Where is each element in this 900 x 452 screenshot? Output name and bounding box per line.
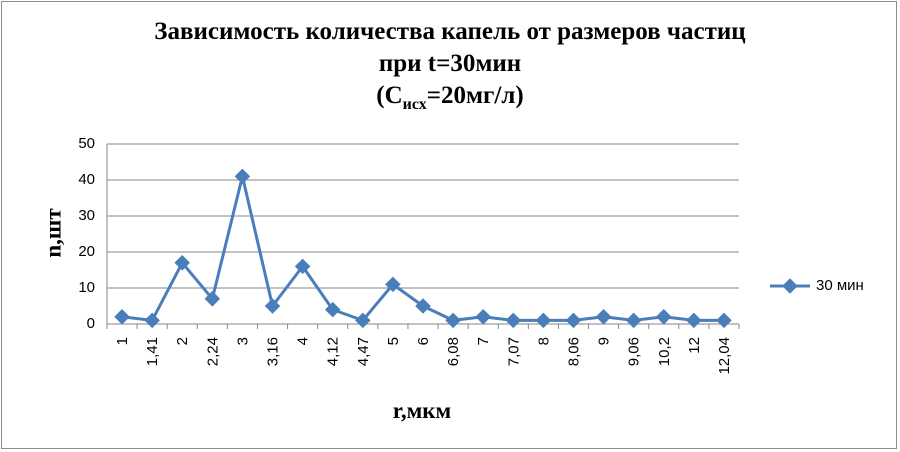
legend: 30 мин: [770, 277, 864, 294]
x-tick-label: 4: [295, 337, 312, 345]
y-tick-label: 50: [78, 135, 95, 152]
data-point: [716, 312, 732, 329]
data-point: [475, 309, 491, 325]
x-tick-label: 6: [415, 337, 432, 345]
x-tick-label: 3: [234, 337, 251, 345]
y-tick-label: 40: [78, 171, 95, 188]
x-tick-label: 8: [535, 337, 552, 345]
x-tick-label: 5: [385, 337, 402, 345]
y-tick-label: 30: [78, 207, 95, 224]
data-point: [686, 312, 702, 329]
data-point: [204, 291, 221, 307]
chart-title-line-1: Зависимость количества капель от размеро…: [154, 18, 746, 45]
y-axis-label: n,шт: [40, 208, 65, 258]
data-point: [655, 309, 672, 325]
x-axis-ticks: 1 1,41 2 2,24 3 3,16 4 4,12 4,47 5 6 6,08 7 7,07 8 8,06…: [106, 324, 740, 375]
chart-title-line-2: при t=30мин: [378, 50, 522, 77]
y-axis-ticks: 0 10 20 30 40 50: [78, 135, 95, 332]
x-tick-label: 1,41: [144, 337, 161, 366]
x-tick-label: 7: [475, 337, 492, 345]
title-subscript: исх: [402, 96, 427, 113]
series-layer: [114, 168, 732, 329]
chart-title-line-3: (Cисх=20мг/л): [0, 80, 900, 121]
chart-title: Зависимость количества капель от размеро…: [0, 16, 900, 121]
x-tick-label: 10,2: [656, 337, 673, 366]
data-point: [234, 168, 251, 185]
data-point: [114, 309, 130, 325]
gridlines: [106, 143, 739, 325]
x-tick-label: 1: [114, 337, 131, 345]
title-suffix: =20мг/л): [426, 82, 524, 109]
y-tick-label: 0: [87, 315, 95, 332]
x-tick-label: 4,12: [325, 337, 342, 366]
x-tick-label: 9: [596, 337, 613, 345]
x-tick-label: 3,16: [265, 337, 282, 366]
title-prefix: (C: [376, 82, 403, 109]
y-tick-label: 20: [78, 243, 95, 260]
data-point: [144, 312, 160, 329]
data-point: [535, 312, 552, 329]
x-tick-label: 8,06: [565, 337, 582, 366]
data-point: [445, 312, 461, 329]
data-point: [505, 312, 522, 329]
x-axis-label: r,мкм: [393, 398, 451, 423]
x-tick-label: 2: [174, 337, 191, 345]
x-tick-label: 4,47: [355, 337, 372, 366]
data-point: [565, 312, 582, 329]
legend-marker: [782, 278, 798, 294]
x-tick-label: 9,06: [626, 337, 643, 366]
data-point: [174, 255, 191, 271]
x-tick-label: 7,07: [505, 337, 522, 366]
x-tick-label: 12: [686, 337, 703, 354]
x-tick-label: 12,04: [716, 337, 733, 375]
y-tick-label: 10: [78, 279, 95, 296]
x-tick-label: 6,08: [445, 337, 462, 366]
data-point: [595, 309, 612, 325]
x-tick-label: 2,24: [204, 337, 221, 366]
legend-label: 30 мин: [816, 277, 864, 294]
data-point: [625, 312, 642, 329]
